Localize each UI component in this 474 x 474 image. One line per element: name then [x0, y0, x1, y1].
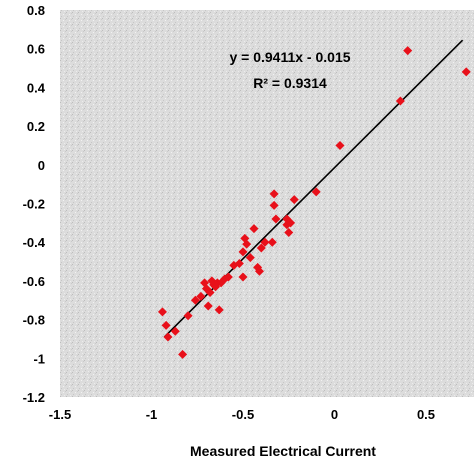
data-point	[238, 272, 248, 282]
r-squared-label: R² = 0.9314	[253, 75, 327, 91]
data-point	[196, 291, 206, 301]
y-tick-label: -0.8	[23, 313, 45, 328]
x-tick-label: 0	[331, 407, 338, 422]
data-point	[223, 272, 233, 282]
data-point	[260, 237, 270, 247]
x-tick-label: -0.5	[232, 407, 254, 422]
data-point	[311, 187, 321, 197]
y-tick-label: -1	[33, 351, 45, 366]
data-point	[267, 237, 277, 247]
data-point	[461, 67, 471, 77]
data-point	[234, 258, 244, 268]
data-point	[403, 46, 413, 56]
x-axis-tick-labels: -1.5 -1 -0.5 0 0.5	[49, 407, 435, 422]
y-tick-label: 0.2	[27, 119, 45, 134]
data-point	[190, 295, 200, 305]
data-point	[178, 349, 188, 359]
y-tick-label: 0.4	[27, 80, 46, 95]
plot-area-background	[60, 10, 474, 397]
data-point	[203, 301, 213, 311]
y-tick-label: -1.2	[23, 390, 45, 405]
data-point	[284, 228, 294, 238]
data-point	[163, 332, 173, 342]
equation-label: y = 0.9411x - 0.015	[229, 49, 350, 65]
y-tick-label: 0.6	[27, 42, 45, 57]
x-axis-title: Measured Electrical Current	[190, 443, 376, 459]
x-tick-label: 0.5	[417, 407, 435, 422]
data-point	[335, 140, 345, 150]
data-point	[161, 320, 171, 330]
x-tick-label: -1.5	[49, 407, 71, 422]
data-point	[269, 189, 279, 199]
y-tick-label: 0	[38, 158, 45, 173]
y-tick-label: -0.4	[23, 235, 46, 250]
y-tick-label: -0.2	[23, 197, 45, 212]
data-points	[157, 46, 471, 359]
data-point	[238, 247, 248, 257]
data-point	[269, 200, 279, 210]
data-point	[170, 326, 180, 336]
data-point	[242, 239, 252, 249]
data-point	[256, 243, 266, 253]
data-point	[157, 307, 167, 317]
data-point	[245, 253, 255, 263]
data-point	[249, 224, 259, 234]
y-axis-tick-labels: 0.8 0.6 0.4 0.2 0 -0.2 -0.4 -0.6 -0.8 -1 -1.2	[23, 3, 46, 405]
data-point	[214, 305, 224, 315]
data-point	[205, 288, 215, 298]
y-tick-label: 0.8	[27, 3, 45, 18]
data-point	[395, 96, 405, 106]
y-tick-label: -0.6	[23, 274, 45, 289]
data-point	[271, 214, 281, 224]
data-point	[254, 266, 264, 276]
data-point	[286, 218, 296, 228]
data-point	[289, 195, 299, 205]
data-point	[183, 311, 193, 321]
x-tick-label: -1	[146, 407, 158, 422]
